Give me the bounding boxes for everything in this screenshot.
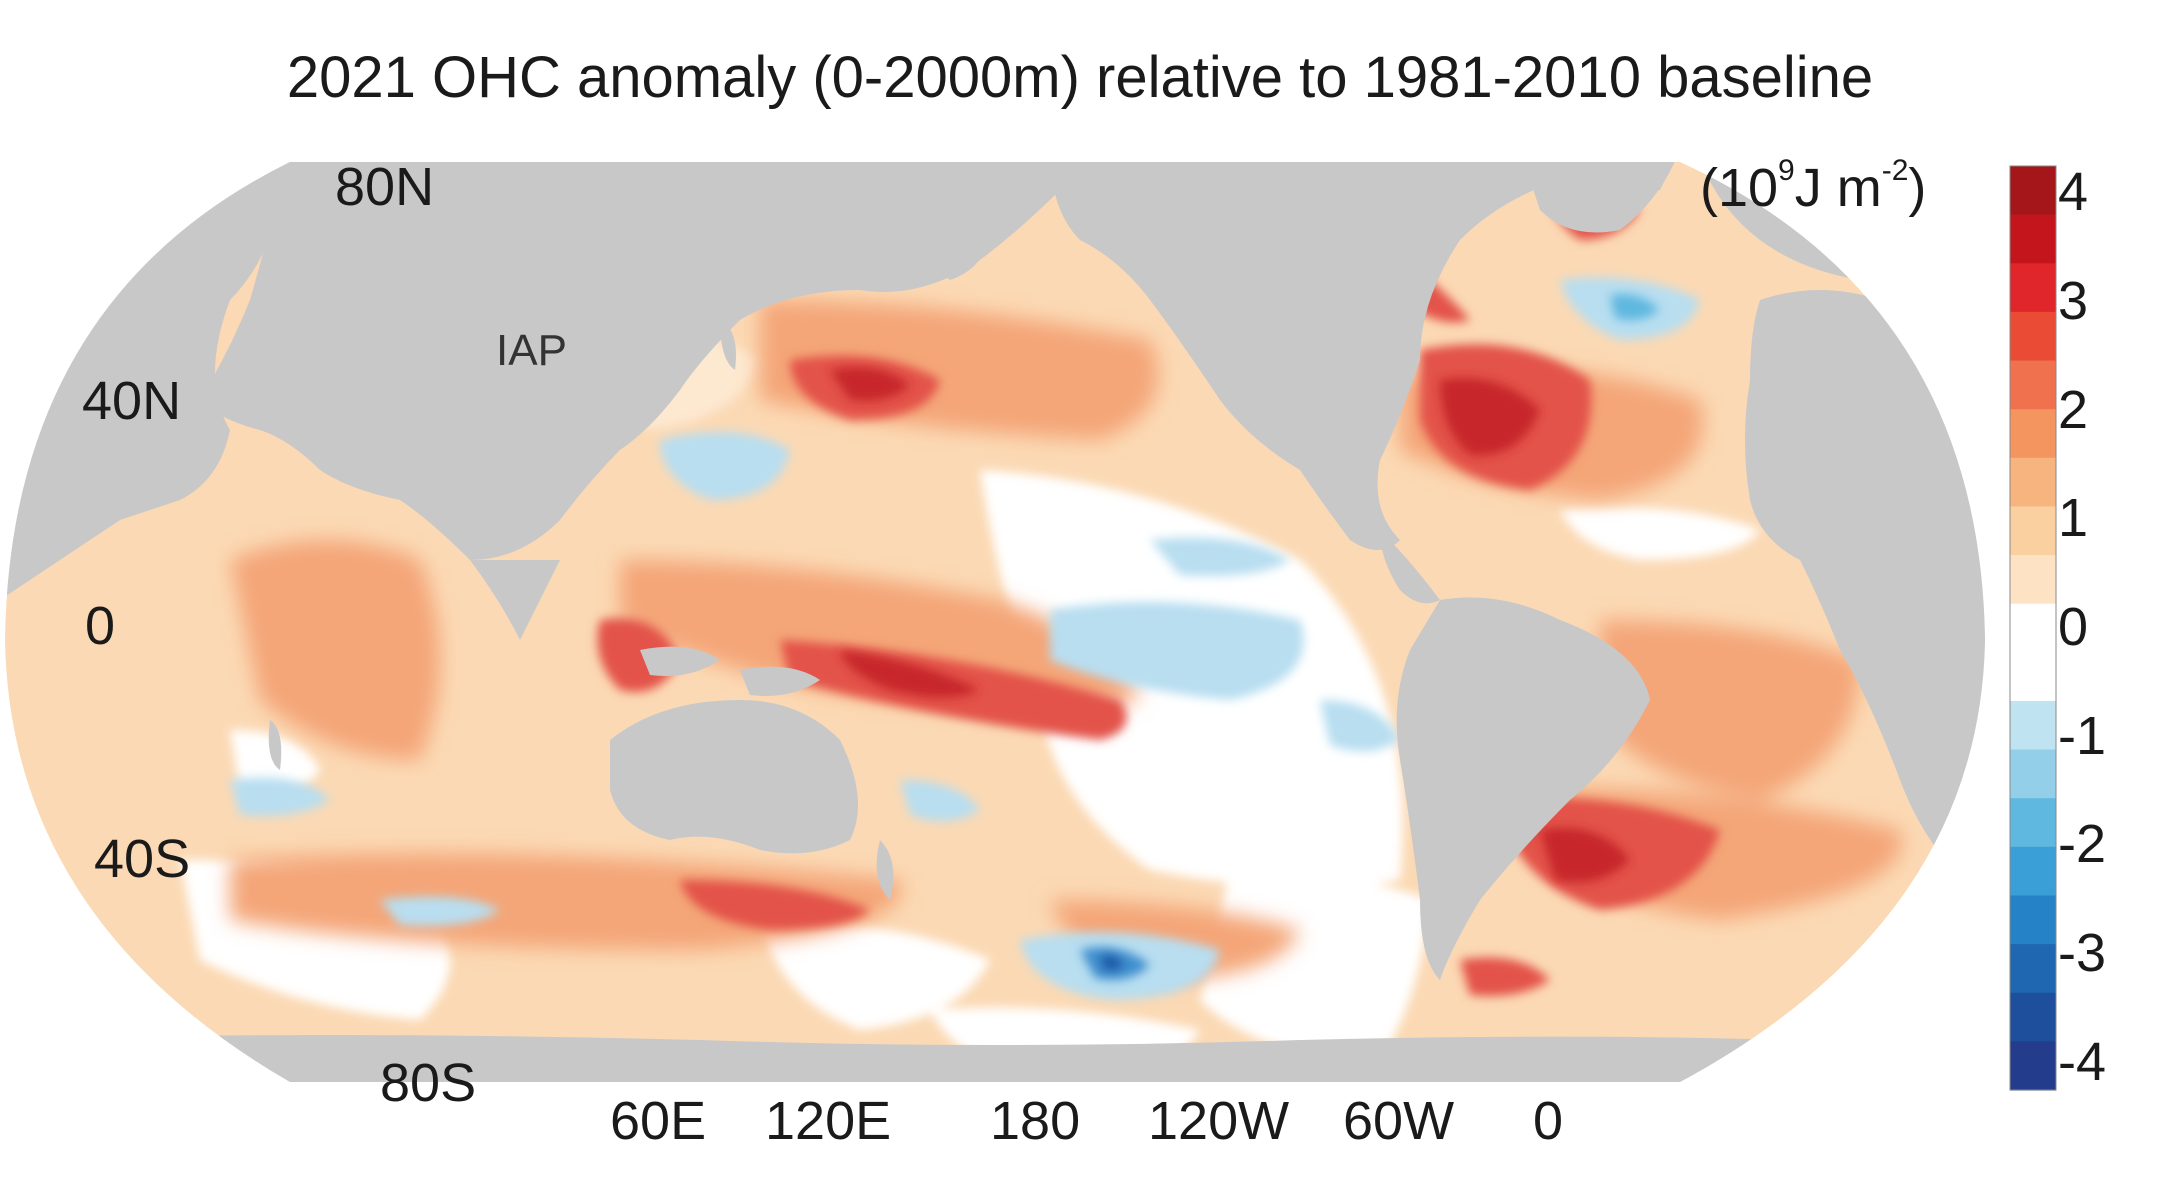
colorbar-tick-label: -1 <box>2058 705 2107 766</box>
land-south-america <box>1396 597 1650 980</box>
lon-label-0: 0 <box>1533 1091 1564 1151</box>
land-australia <box>610 700 858 854</box>
lat-label-80s: 80S <box>380 1053 477 1113</box>
land-north-america <box>1050 162 1680 550</box>
colorbar-tick-label: 4 <box>2058 162 2089 223</box>
figure-title: 2021 OHC anomaly (0-2000m) relative to 1… <box>286 45 1874 110</box>
colorbar-band <box>2010 409 2056 459</box>
very-strong-warm-cores <box>830 367 1630 883</box>
lon-label-60e: 60E <box>610 1091 707 1151</box>
lon-label-120w: 120W <box>1148 1091 1290 1151</box>
colorbar-tick-label: 1 <box>2058 488 2089 549</box>
colorbar-band <box>2010 895 2056 945</box>
colorbar-band <box>2010 992 2056 1042</box>
colorbar-frame <box>2009 165 2057 1091</box>
lon-label-60w: 60W <box>1343 1091 1455 1151</box>
colorbar-band <box>2010 798 2056 848</box>
colorbar-tick-label: 0 <box>2058 597 2089 657</box>
colorbar-tick-label: 2 <box>2058 379 2089 440</box>
colorbar-band <box>2010 263 2056 313</box>
colorbar-tick-label: -3 <box>2058 923 2107 984</box>
colorbar-band <box>2010 749 2056 799</box>
colorbar-band <box>2010 360 2056 410</box>
colorbar-band <box>2010 700 2056 751</box>
colorbar-band <box>2010 311 2056 362</box>
land-southeast-asia <box>470 560 560 640</box>
lon-label-120e: 120E <box>765 1091 892 1151</box>
lat-label-0: 0 <box>85 596 116 656</box>
colorbar-band <box>2010 506 2056 556</box>
colorbar-band <box>2010 1041 2056 1091</box>
land-antarctica <box>5 1035 1985 1082</box>
units-label: (109J m-2) <box>1700 154 1927 218</box>
source-label-iap: IAP <box>496 326 567 375</box>
colorbar-band <box>2010 166 2056 216</box>
strong-cool-cores <box>1080 294 1660 980</box>
lat-label-80n: 80N <box>335 157 435 217</box>
lat-label-40s: 40S <box>94 829 191 889</box>
colorbar-tick-label: 3 <box>2058 270 2089 331</box>
colorbar-band <box>2010 603 2056 653</box>
colorbar-tick-label: -2 <box>2058 814 2107 875</box>
colorbar-tick-label: -4 <box>2058 1031 2107 1092</box>
land-africa-east <box>1745 290 1985 900</box>
colorbar-band <box>2010 846 2056 897</box>
colorbar <box>2009 165 2057 1091</box>
colorbar-band <box>2010 457 2056 508</box>
land-greenland <box>1520 162 1680 233</box>
lon-label-180: 180 <box>990 1091 1081 1151</box>
colorbar-band <box>2010 214 2056 264</box>
colorbar-band <box>2010 652 2056 702</box>
lat-label-40n: 40N <box>82 371 182 431</box>
map-domain <box>5 162 1985 1082</box>
colorbar-band <box>2010 555 2056 605</box>
colorbar-band <box>2010 944 2056 994</box>
land-eurasia <box>200 162 1060 560</box>
